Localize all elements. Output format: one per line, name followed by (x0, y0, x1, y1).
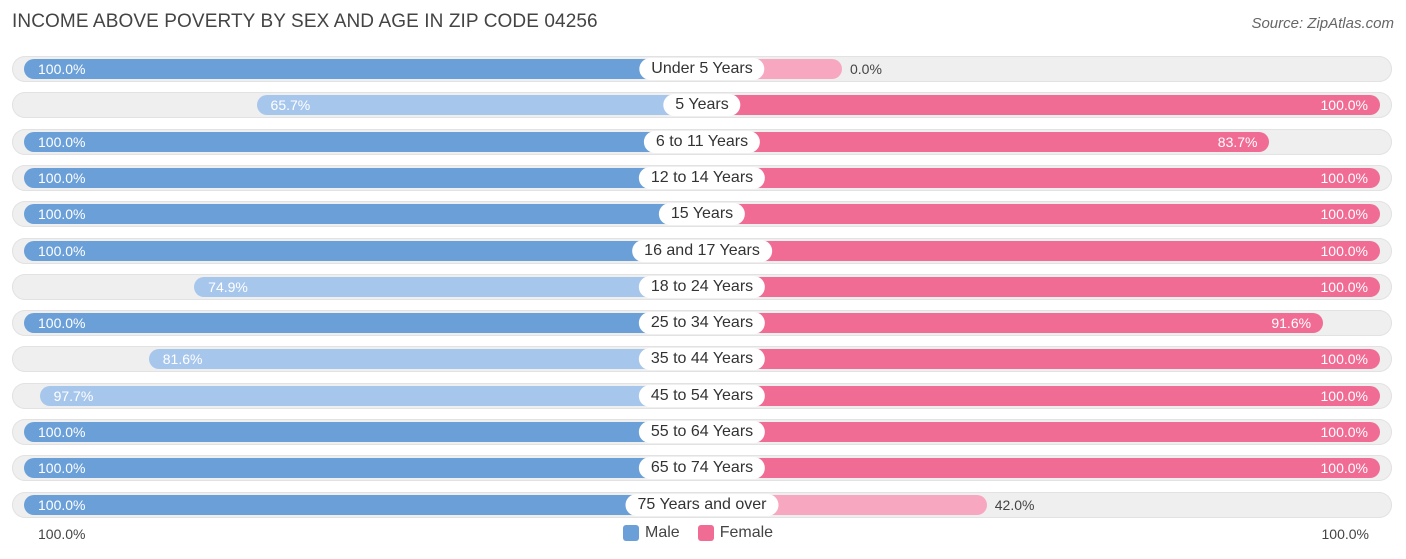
category-label: 55 to 64 Years (638, 421, 766, 443)
male-bar (194, 277, 702, 297)
male-value-label: 100.0% (38, 134, 86, 150)
legend-label-female: Female (719, 524, 774, 541)
female-value-label: 100.0% (1320, 97, 1368, 113)
category-label: 6 to 11 Years (643, 131, 761, 153)
female-bar (702, 349, 1380, 369)
axis-label-left: 100.0% (38, 526, 86, 542)
male-value-label: 81.6% (162, 351, 203, 367)
male-bar (24, 495, 702, 515)
female-bar (702, 132, 1270, 152)
male-bar (24, 132, 702, 152)
female-bar (702, 277, 1380, 297)
male-value-label: 74.9% (208, 279, 248, 295)
male-value-label: 100.0% (38, 497, 86, 513)
female-value-label: 100.0% (1320, 351, 1368, 367)
category-label: 25 to 34 Years (638, 312, 766, 334)
category-label: 16 and 17 Years (632, 240, 772, 262)
male-value-label: 100.0% (38, 170, 86, 186)
male-value-label: 100.0% (38, 61, 86, 77)
female-bar (702, 95, 1380, 115)
male-bar (24, 422, 702, 442)
male-value-label: 100.0% (38, 243, 86, 259)
female-value-label: 91.6% (1271, 315, 1312, 331)
legend-swatch-female (697, 525, 714, 541)
male-bar (24, 59, 702, 79)
female-bar (702, 386, 1380, 406)
female-value-label: 100.0% (1320, 424, 1368, 440)
male-value-label: 100.0% (38, 424, 86, 440)
female-value-label: 83.7% (1217, 134, 1258, 150)
female-bar (702, 204, 1380, 224)
female-bar (702, 168, 1380, 188)
female-value-label: 100.0% (1320, 243, 1368, 259)
female-bar (702, 313, 1324, 333)
category-label: 75 Years and over (625, 494, 779, 516)
female-bar (702, 422, 1380, 442)
category-label: 15 Years (658, 203, 746, 225)
female-bar (702, 241, 1380, 261)
male-bar (24, 241, 702, 261)
axis-label-right: 100.0% (1321, 526, 1369, 542)
category-label: Under 5 Years (639, 58, 765, 80)
category-label: 35 to 44 Years (638, 348, 766, 370)
female-bar (702, 458, 1380, 478)
legend-label-male: Male (645, 524, 680, 541)
female-value-label: 42.0% (994, 497, 1035, 513)
female-value-label: 100.0% (1320, 460, 1368, 476)
male-bar (24, 313, 702, 333)
category-label: 5 Years (663, 94, 741, 116)
legend: Male Female (623, 524, 791, 542)
legend-item-female: Female (697, 524, 774, 542)
male-value-label: 100.0% (38, 206, 86, 222)
male-value-label: 97.7% (53, 388, 94, 404)
male-bar (148, 349, 702, 369)
male-bar (39, 386, 702, 406)
female-value-label: 100.0% (1320, 279, 1368, 295)
male-value-label: 100.0% (38, 460, 86, 476)
legend-swatch-male (623, 525, 639, 541)
female-value-label: 0.0% (850, 61, 882, 77)
category-label: 45 to 54 Years (638, 385, 766, 407)
male-bar (24, 204, 702, 224)
category-label: 18 to 24 Years (638, 276, 766, 298)
male-bar (24, 458, 702, 478)
category-label: 12 to 14 Years (638, 167, 766, 189)
chart-title: INCOME ABOVE POVERTY BY SEX AND AGE IN Z… (12, 11, 598, 32)
female-value-label: 100.0% (1320, 388, 1368, 404)
male-value-label: 100.0% (38, 315, 86, 331)
female-value-label: 100.0% (1320, 206, 1368, 222)
category-label: 65 to 74 Years (638, 457, 766, 479)
female-value-label: 100.0% (1320, 170, 1368, 186)
male-bar (24, 168, 702, 188)
source-note: Source: ZipAtlas.com (1251, 15, 1394, 32)
male-value-label: 65.7% (270, 97, 311, 113)
legend-item-male: Male (623, 524, 680, 542)
male-bar (256, 95, 702, 115)
